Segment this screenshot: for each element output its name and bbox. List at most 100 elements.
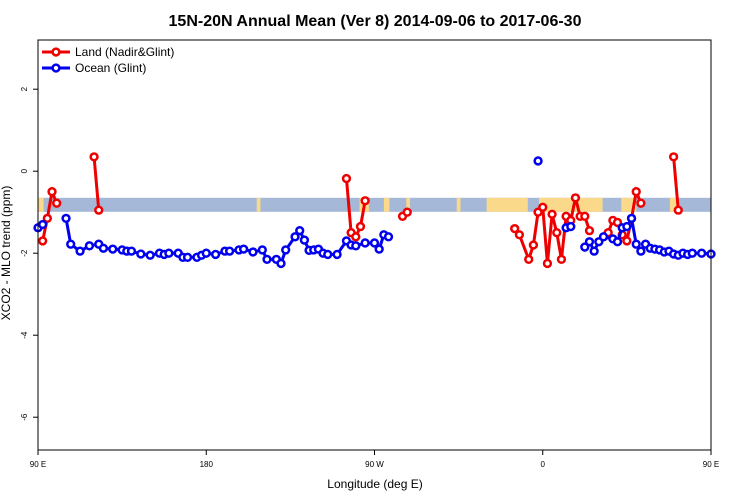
y-tick-label: -6 <box>20 413 29 421</box>
data-point <box>360 196 370 206</box>
legend-label: Land (Nadir&Glint) <box>75 45 174 59</box>
legend-label: Ocean (Glint) <box>75 61 146 75</box>
data-point <box>514 230 525 240</box>
data-point <box>295 226 305 236</box>
data-point <box>75 246 85 256</box>
data-point <box>533 156 543 166</box>
data-point <box>589 246 599 256</box>
legend-marker <box>51 47 61 57</box>
data-point <box>552 228 562 238</box>
data-point <box>697 248 707 258</box>
band-land-span <box>539 197 603 212</box>
data-point <box>360 238 370 248</box>
data-point <box>580 242 590 252</box>
series-land-nadir-glint- <box>38 152 683 269</box>
y-tick-label: -2 <box>20 249 29 257</box>
band-land-span <box>38 197 44 212</box>
data-point <box>126 246 137 256</box>
band-land-span <box>406 197 411 212</box>
band-ocean <box>38 197 711 212</box>
data-point <box>332 249 342 260</box>
data-point <box>687 248 697 258</box>
data-point <box>598 232 609 242</box>
band-land-span <box>383 197 390 212</box>
data-point <box>351 232 361 242</box>
data-point <box>47 187 57 197</box>
data-point <box>351 241 361 251</box>
x-tick-label: 90 E <box>703 460 719 469</box>
series-line <box>41 186 59 242</box>
band-land-span <box>456 197 461 212</box>
series-ocean-glint- <box>33 156 716 269</box>
data-point <box>341 173 352 184</box>
data-point <box>626 213 637 224</box>
data-point <box>66 239 76 249</box>
data-point <box>570 193 581 203</box>
data-point <box>566 221 576 232</box>
data-point <box>547 209 557 219</box>
data-point <box>238 244 249 254</box>
data-point <box>38 236 48 246</box>
data-point <box>580 211 590 221</box>
data-point <box>98 243 109 253</box>
data-point <box>584 226 595 236</box>
surface-band <box>38 197 711 212</box>
x-axis: 90 E 180 90 W 0 90 E <box>30 450 719 469</box>
data-point <box>542 258 553 269</box>
data-point <box>257 245 267 255</box>
data-point <box>622 236 632 246</box>
x-tick-label: 0 <box>541 460 546 469</box>
data-point <box>369 238 380 248</box>
data-point <box>182 252 193 262</box>
y-axis-label: XCO2 - MLO trend (ppm) <box>0 186 13 321</box>
series-layer <box>33 152 716 269</box>
data-point <box>210 249 221 260</box>
data-point <box>276 258 286 269</box>
y-tick-label: -4 <box>20 331 29 339</box>
x-tick-label: 90 E <box>30 460 46 469</box>
data-point <box>224 246 235 256</box>
band-land-span <box>669 197 678 212</box>
data-point <box>290 232 300 242</box>
data-point <box>383 232 394 242</box>
data-point <box>262 254 272 265</box>
data-point <box>136 249 146 259</box>
data-point <box>528 240 539 250</box>
data-point <box>281 245 291 255</box>
data-point <box>145 250 155 260</box>
data-point <box>631 239 641 249</box>
data-point <box>52 198 62 208</box>
data-point <box>84 241 95 251</box>
data-point <box>164 248 174 258</box>
data-point <box>299 235 310 245</box>
y-tick-label: 0 <box>20 168 29 173</box>
legend-marker <box>51 63 61 73</box>
data-point <box>89 152 99 162</box>
data-point <box>556 254 567 265</box>
band-land-span <box>256 197 261 212</box>
data-point <box>201 248 211 258</box>
series-line <box>513 197 591 264</box>
data-point <box>355 221 366 232</box>
data-point <box>612 237 623 247</box>
data-point <box>374 244 384 254</box>
data-point <box>510 223 520 234</box>
data-point <box>61 213 71 224</box>
y-tick-label: 2 <box>20 86 29 91</box>
data-point <box>631 187 641 197</box>
chart-title: 15N-20N Annual Mean (Ver 8) 2014-09-06 t… <box>169 13 582 30</box>
data-point <box>612 217 623 228</box>
data-point <box>668 152 679 162</box>
data-point <box>248 247 258 257</box>
data-point <box>42 213 52 224</box>
x-tick-label: 90 W <box>365 460 384 469</box>
data-point <box>108 244 118 254</box>
series-line <box>672 156 680 211</box>
data-point <box>94 205 104 215</box>
data-point <box>636 246 646 256</box>
data-point <box>524 254 534 265</box>
data-point <box>38 219 48 230</box>
data-point <box>538 202 548 212</box>
legend: Land (Nadir&Glint) Ocean (Glint) <box>42 45 174 75</box>
